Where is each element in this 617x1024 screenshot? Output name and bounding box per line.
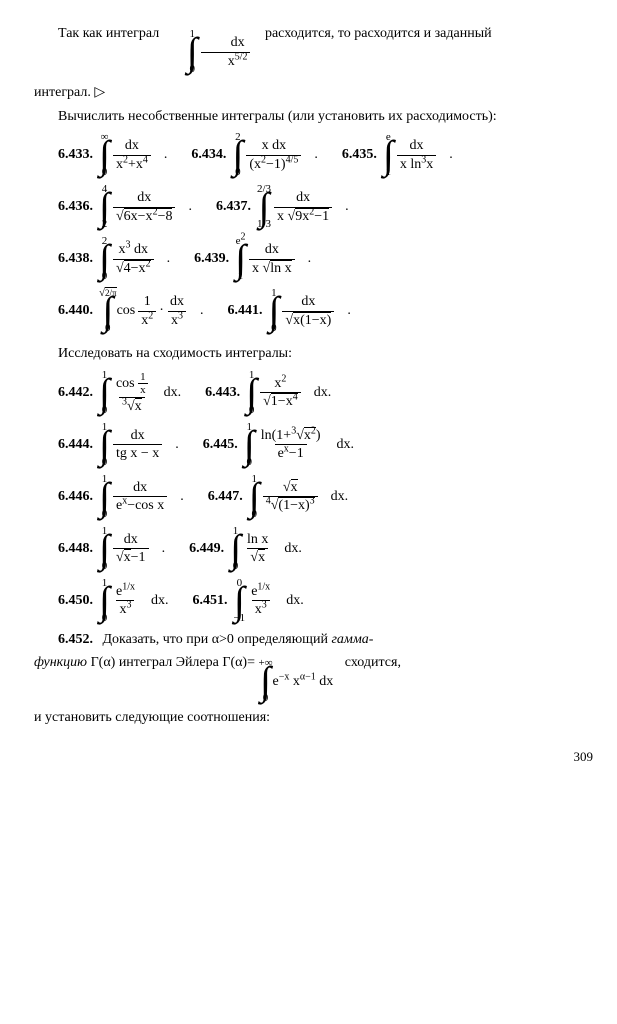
integral-expr: e∫1dxx ln3x	[383, 132, 439, 178]
intro-line-1: Так как интеграл 1 ∫ 0 dx x5/2 расходитс…	[34, 24, 593, 75]
problem-number: 6.449.	[189, 539, 224, 559]
integral-expr: 1∫0dx√x(1−x)	[268, 288, 337, 334]
problem-row: 6.446.1∫0dxex−cos x.6.447.1∫0√x4√(1−x)3d…	[34, 474, 593, 520]
intro-line-3: Вычислить несобственные интегралы (или у…	[34, 107, 593, 127]
problem-row: 6.442.1∫0cos 1x3√xdx.6.443.1∫0x2√1−x4dx.	[34, 370, 593, 416]
integral-sign: √2/π∫0	[99, 288, 117, 334]
integral-expr: 1∫0e1/xx3	[99, 578, 141, 624]
problem-number: 6.435.	[342, 145, 377, 165]
problem-number: 6.450.	[58, 591, 93, 611]
integral-expr: 1∫0dx√x−1	[99, 526, 152, 572]
integral-expr: 1∫0√x4√(1−x)3	[249, 474, 321, 520]
problem-number: 6.433.	[58, 145, 93, 165]
problem-number: 6.447.	[208, 487, 243, 507]
problem-number: 6.443.	[205, 383, 240, 403]
integral-expr: √2/π∫0cos1x2·dxx3	[99, 288, 190, 334]
intro-integral-frac: dx x5/2	[201, 35, 251, 69]
integral-expr: 1∫0x2√1−x4	[246, 370, 304, 416]
problem-number: 6.451.	[192, 591, 227, 611]
integral-expr: 1∫0ln(1+3√x2)ex−1	[244, 422, 327, 468]
problem-number: 6.434.	[191, 145, 226, 165]
problem-row: 6.433.∞∫0dxx2+x4.6.434.2∫0x dx(x2−1)4/5.…	[34, 132, 593, 178]
problem-row: 6.436.4∫2dx√6x−x2−8.6.437.2/3∫1/3dxx √9x…	[34, 184, 593, 230]
problem-number: 6.442.	[58, 383, 93, 403]
problem-number: 6.436.	[58, 197, 93, 217]
problem-number: 6.437.	[216, 197, 251, 217]
intro-text-a: Так как интеграл	[58, 26, 163, 41]
problem-row: 6.450.1∫0e1/xx3dx.6.451.0∫−1e1/xx3dx.	[34, 578, 593, 624]
integral-expr: 2∫0x3 dx√4−x2	[99, 236, 157, 282]
section-2-heading: Исследовать на сходимость интегралы:	[34, 344, 593, 364]
problem-number: 6.440.	[58, 301, 93, 321]
problem-row: 6.448.1∫0dx√x−1.6.449.1∫0ln x√xdx.	[34, 526, 593, 572]
page-number: 309	[34, 748, 593, 766]
problem-number: 6.452.	[58, 632, 93, 647]
integral-expr: 2∫0x dx(x2−1)4/5	[232, 132, 304, 178]
problem-row: 6.440.√2/π∫0cos1x2·dxx3.6.441.1∫0dx√x(1−…	[34, 288, 593, 334]
integral-expr: 0∫−1e1/xx3	[233, 578, 276, 624]
problems-block-2: 6.442.1∫0cos 1x3√xdx.6.443.1∫0x2√1−x4dx.…	[34, 370, 593, 624]
intro-text-b: расходится, то расходится и заданный	[265, 26, 492, 41]
integral-expr: 1∫0dxtg x − x	[99, 422, 165, 468]
problem-number: 6.445.	[203, 435, 238, 455]
integral-expr: 4∫2dx√6x−x2−8	[99, 184, 178, 230]
problem-6-452-last: и установить следующие соотношения:	[34, 708, 593, 728]
gamma-integral: +∞ ∫ 0 e−x xα−1 dx	[259, 658, 334, 704]
problem-6-452-cont: функцию Г(α) интеграл Эйлера Г(α)= +∞ ∫ …	[34, 653, 593, 704]
problems-block-1: 6.433.∞∫0dxx2+x4.6.434.2∫0x dx(x2−1)4/5.…	[34, 132, 593, 334]
problem-row: 6.438.2∫0x3 dx√4−x2.6.439.e2∫1dxx √ln x.	[34, 236, 593, 282]
integral-expr: 1∫0ln x√x	[230, 526, 274, 572]
intro-line-2: интеграл. ▷	[34, 83, 593, 103]
integral-expr: 2/3∫1/3dxx √9x2−1	[257, 184, 335, 230]
problem-number: 6.438.	[58, 249, 93, 269]
problem-number: 6.446.	[58, 487, 93, 507]
problem-number: 6.444.	[58, 435, 93, 455]
integral-expr: 1∫0dxex−cos x	[99, 474, 170, 520]
problem-number: 6.448.	[58, 539, 93, 559]
problem-number: 6.441.	[227, 301, 262, 321]
integral-sign: 1 ∫ 0	[163, 29, 198, 75]
integral-expr: ∞∫0dxx2+x4	[99, 132, 154, 178]
problem-row: 6.444.1∫0dxtg x − x.6.445.1∫0ln(1+3√x2)e…	[34, 422, 593, 468]
problem-number: 6.439.	[194, 249, 229, 269]
integral-expr: 1∫0cos 1x3√x	[99, 370, 154, 416]
problem-6-452: 6.452. Доказать, что при α>0 определяющи…	[34, 630, 593, 650]
intro-integral: 1 ∫ 0 dx x5/2	[163, 29, 254, 75]
integral-expr: e2∫1dxx √ln x	[235, 236, 298, 282]
